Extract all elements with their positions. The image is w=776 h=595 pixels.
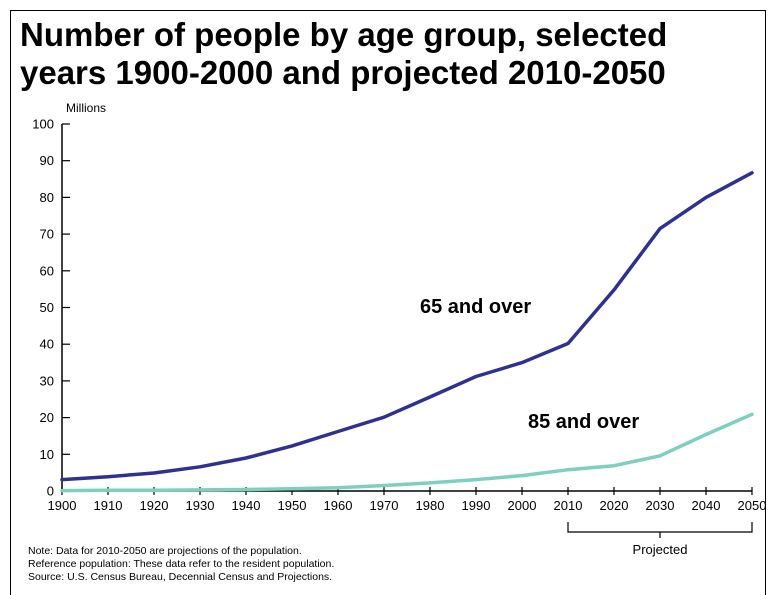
x-tick-label: 1940 — [232, 498, 261, 513]
y-tick-label: 40 — [40, 337, 54, 352]
source-line: Source: U.S. Census Bureau, Decennial Ce… — [28, 571, 334, 584]
x-tick-label: 1920 — [140, 498, 169, 513]
x-tick-label: 1980 — [416, 498, 445, 513]
x-tick-label: 1930 — [186, 498, 215, 513]
series-label-85-and-over: 85 and over — [528, 411, 639, 433]
x-tick-label: 2030 — [646, 498, 675, 513]
x-tick-label: 2000 — [508, 498, 537, 513]
y-tick-label: 100 — [32, 117, 54, 132]
y-tick-label: 20 — [40, 410, 54, 425]
y-tick-label: 70 — [40, 227, 54, 242]
x-tick-label: 1960 — [324, 498, 353, 513]
series-label-65-and-over: 65 and over — [420, 296, 531, 318]
reference-line: Reference population: These data refer t… — [28, 558, 334, 571]
x-tick-label: 1900 — [48, 498, 77, 513]
series-line-65-and-over — [62, 173, 752, 480]
y-tick-label: 60 — [40, 263, 54, 278]
projected-label: Projected — [633, 542, 688, 557]
y-tick-label: 30 — [40, 373, 54, 388]
y-axis-label: Millions — [66, 101, 106, 115]
x-tick-label: 2020 — [600, 498, 629, 513]
y-tick-label: 0 — [47, 484, 54, 499]
x-tick-label: 1910 — [94, 498, 123, 513]
x-tick-label: 2040 — [692, 498, 721, 513]
x-tick-label: 2010 — [554, 498, 583, 513]
note-line: Note: Data for 2010-2050 are projections… — [28, 545, 334, 558]
x-tick-label: 1950 — [278, 498, 307, 513]
y-tick-label: 50 — [40, 300, 54, 315]
series-line-85-and-over — [62, 414, 752, 490]
chart-notes: Note: Data for 2010-2050 are projections… — [28, 545, 334, 584]
x-tick-label: 2050 — [738, 498, 767, 513]
y-tick-label: 90 — [40, 153, 54, 168]
x-tick-label: 1970 — [370, 498, 399, 513]
y-tick-label: 10 — [40, 447, 54, 462]
x-tick-label: 1990 — [462, 498, 491, 513]
y-tick-label: 80 — [40, 190, 54, 205]
projected-bracket — [568, 522, 752, 532]
